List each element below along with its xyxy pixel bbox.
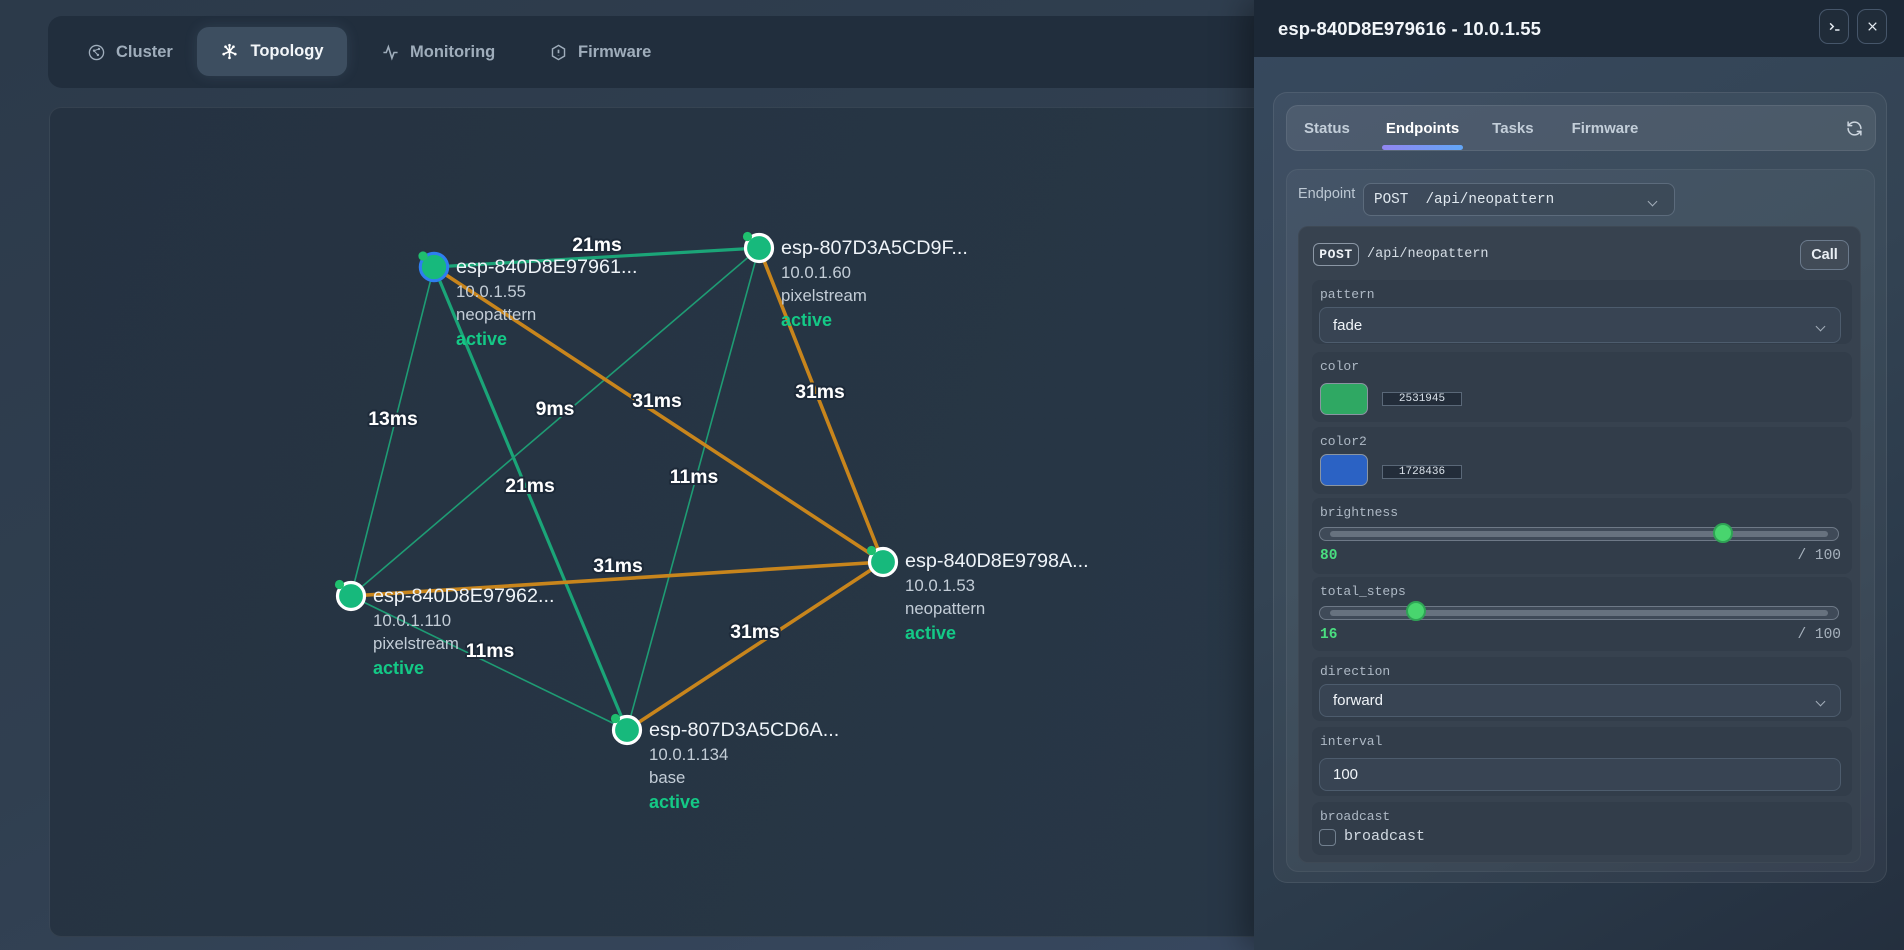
svg-text:21ms: 21ms <box>505 475 555 497</box>
svg-text:31ms: 31ms <box>730 621 780 643</box>
svg-text:active: active <box>456 329 507 349</box>
svg-text:esp-840D8E9798A...: esp-840D8E9798A... <box>905 550 1089 572</box>
svg-text:9ms: 9ms <box>536 398 575 420</box>
svg-text:esp-840D8E97962...: esp-840D8E97962... <box>373 585 554 607</box>
svg-text:21ms: 21ms <box>572 234 622 256</box>
svg-text:13ms: 13ms <box>368 408 418 430</box>
svg-text:11ms: 11ms <box>670 466 719 488</box>
svg-text:31ms: 31ms <box>795 381 845 403</box>
svg-text:esp-807D3A5CD6A...: esp-807D3A5CD6A... <box>649 719 839 741</box>
svg-text:base: base <box>649 768 685 787</box>
svg-text:10.0.1.134: 10.0.1.134 <box>649 745 728 764</box>
svg-text:active: active <box>781 310 832 330</box>
svg-text:31ms: 31ms <box>593 555 643 577</box>
svg-text:active: active <box>373 658 424 678</box>
svg-text:neopattern: neopattern <box>905 599 985 618</box>
svg-text:10.0.1.55: 10.0.1.55 <box>456 282 526 301</box>
svg-text:active: active <box>649 792 700 812</box>
svg-text:10.0.1.110: 10.0.1.110 <box>373 611 451 630</box>
svg-text:10.0.1.60: 10.0.1.60 <box>781 263 851 282</box>
svg-text:esp-807D3A5CD9F...: esp-807D3A5CD9F... <box>781 237 968 259</box>
svg-text:active: active <box>905 623 956 643</box>
svg-text:pixelstream: pixelstream <box>781 286 867 305</box>
svg-text:neopattern: neopattern <box>456 305 536 324</box>
svg-text:esp-840D8E97961...: esp-840D8E97961... <box>456 256 637 278</box>
svg-text:pixelstream: pixelstream <box>373 634 459 653</box>
svg-text:31ms: 31ms <box>632 390 682 412</box>
svg-text:10.0.1.53: 10.0.1.53 <box>905 576 975 595</box>
svg-text:11ms: 11ms <box>466 640 515 662</box>
